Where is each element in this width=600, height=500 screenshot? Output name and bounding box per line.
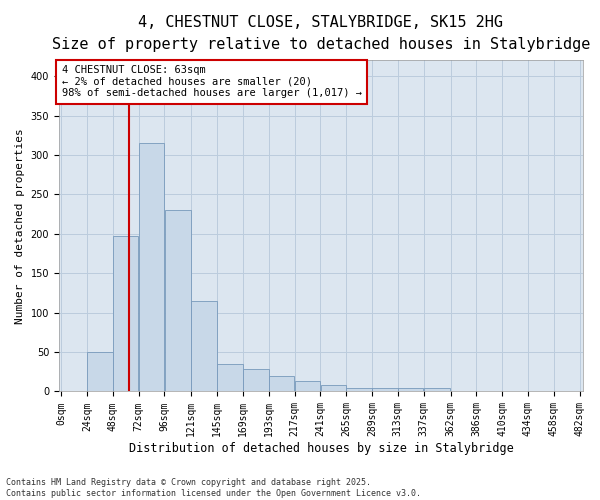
Bar (139, 143, 164, 392)
Bar (191, 301, 217, 392)
Text: Contains HM Land Registry data © Crown copyright and database right 2025.
Contai: Contains HM Land Registry data © Crown c… (6, 478, 421, 498)
Bar (554, 390, 580, 392)
Text: 4 CHESTNUT CLOSE: 63sqm
← 2% of detached houses are smaller (20)
98% of semi-det: 4 CHESTNUT CLOSE: 63sqm ← 2% of detached… (62, 66, 362, 98)
Bar (243, 370, 269, 392)
Bar (113, 236, 139, 392)
Bar (346, 388, 372, 392)
Bar (217, 364, 243, 392)
Title: 4, CHESTNUT CLOSE, STALYBRIDGE, SK15 2HG
Size of property relative to detached h: 4, CHESTNUT CLOSE, STALYBRIDGE, SK15 2HG… (52, 15, 590, 52)
Bar (398, 388, 424, 392)
Bar (424, 388, 451, 392)
Bar (269, 376, 295, 392)
Bar (87, 352, 113, 392)
Bar (320, 385, 346, 392)
Bar (451, 390, 476, 392)
Y-axis label: Number of detached properties: Number of detached properties (15, 128, 25, 324)
X-axis label: Distribution of detached houses by size in Stalybridge: Distribution of detached houses by size … (128, 442, 513, 455)
Bar (164, 210, 191, 392)
Bar (295, 381, 320, 392)
Bar (372, 388, 398, 392)
Bar (476, 390, 502, 392)
